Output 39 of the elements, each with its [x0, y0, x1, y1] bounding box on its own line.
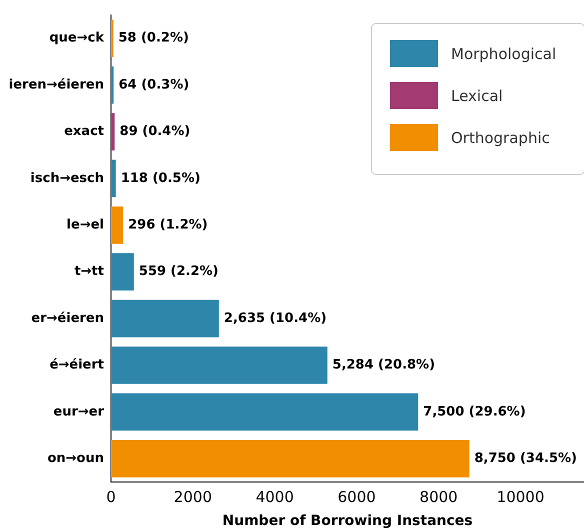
bar — [111, 440, 470, 478]
data-label: 5,284 (20.8%) — [332, 358, 436, 373]
data-label: 118 (0.5%) — [120, 170, 200, 186]
y-tick-label: é→éiert — [50, 358, 104, 373]
y-tick-label: le→el — [66, 218, 104, 233]
bar — [111, 346, 328, 384]
bar — [111, 160, 116, 198]
bar — [111, 113, 115, 150]
x-tick-label: 10000 — [496, 488, 544, 506]
y-tick-label: er→éieren — [31, 310, 104, 326]
legend-label: Lexical — [451, 86, 503, 104]
bar — [111, 206, 124, 244]
legend-label: Orthographic — [451, 128, 550, 146]
legend-label: Morphological — [451, 44, 556, 62]
x-tick-label: 8000 — [420, 488, 458, 506]
x-tick-label: 4000 — [256, 488, 294, 506]
bar — [111, 300, 219, 338]
data-label: 2,635 (10.4%) — [224, 310, 327, 326]
x-tick-label: 6000 — [338, 488, 376, 506]
data-label: 58 (0.2%) — [118, 30, 189, 46]
bar — [111, 66, 114, 104]
y-tick-label: ieren→éieren — [8, 77, 104, 92]
data-label: 7,500 (29.6%) — [423, 404, 526, 420]
bar — [111, 253, 134, 291]
data-label: 64 (0.3%) — [118, 77, 190, 92]
x-axis-title: Number of Borrowing Instances — [222, 513, 473, 530]
data-label: 89 (0.4%) — [120, 124, 190, 140]
y-tick-label: exact — [64, 124, 104, 140]
bar — [111, 393, 418, 431]
data-label: 8,750 (34.5%) — [474, 451, 577, 466]
y-tick-label: isch→esch — [30, 170, 104, 186]
y-tick-label: on→oun — [47, 451, 104, 466]
y-tick-label: t→tt — [74, 264, 104, 280]
y-tick-label: que→ck — [49, 30, 104, 46]
x-tick-label: 0 — [106, 488, 116, 506]
data-label: 296 (1.2%) — [128, 218, 208, 233]
data-label: 559 (2.2%) — [138, 264, 218, 280]
y-tick-label: eur→er — [53, 404, 105, 420]
x-tick-label: 2000 — [174, 488, 212, 506]
